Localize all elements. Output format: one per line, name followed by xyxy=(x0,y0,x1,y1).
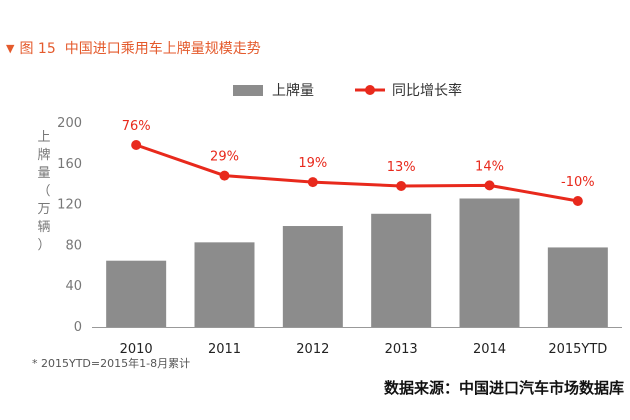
legend-line-label: 同比增长率 xyxy=(392,82,462,99)
legend-bar-label: 上牌量 xyxy=(272,82,314,99)
source-note: 数据来源：中国进口汽车市场数据库 xyxy=(383,379,624,397)
y-axis-label-char: 万 xyxy=(37,202,50,217)
y-axis-label-char: ） xyxy=(37,238,50,253)
x-tick-label: 2013 xyxy=(385,342,418,357)
figure-title-row: ▼ 图 15 中国进口乘用车上牌量规模走势 xyxy=(6,38,261,58)
legend-bar-swatch xyxy=(233,85,263,96)
bar-2012 xyxy=(282,226,343,327)
y-tick-label: 0 xyxy=(74,320,82,335)
bar-2010 xyxy=(106,260,167,327)
growth-rate-line xyxy=(135,143,579,203)
bar-2011 xyxy=(194,242,255,327)
y-tick-label: 120 xyxy=(57,198,82,213)
triangle-down-icon: ▼ xyxy=(6,41,15,55)
growth-rate-data-label: 13% xyxy=(387,160,416,175)
growth-rate-point-2012 xyxy=(307,177,318,188)
figure-title: 中国进口乘用车上牌量规模走势 xyxy=(64,41,261,57)
bar-2014 xyxy=(459,198,520,327)
growth-rate-data-label: 76% xyxy=(122,119,151,134)
x-tick-label: 2014 xyxy=(473,342,506,357)
y-tick-label: 80 xyxy=(65,238,82,253)
growth-rate-point-2013 xyxy=(396,181,407,192)
footnote: * 2015YTD=2015年1-8月累计 xyxy=(32,357,191,370)
bar-2013 xyxy=(371,213,432,327)
y-axis-label-char: 牌 xyxy=(37,147,50,163)
growth-rate-point-2011 xyxy=(219,170,230,181)
growth-rate-data-label: 19% xyxy=(298,156,327,171)
growth-rate-point-2010 xyxy=(131,140,142,150)
growth-rate-data-label: -10% xyxy=(561,175,595,190)
x-tick-label: 2015YTD xyxy=(548,342,607,357)
growth-rate-data-label: 29% xyxy=(210,150,239,165)
y-axis-label-char: 辆 xyxy=(37,220,50,235)
growth-rate-point-2014 xyxy=(484,180,495,191)
y-axis-label-char: 上 xyxy=(37,130,50,145)
legend-line-marker xyxy=(365,85,375,95)
y-tick-label: 160 xyxy=(57,157,82,172)
x-tick-label: 2011 xyxy=(208,342,241,357)
y-axis-label-char: 量 xyxy=(37,166,50,181)
growth-rate-data-label: 14% xyxy=(475,159,504,174)
y-tick-label: 40 xyxy=(65,279,82,294)
bar-2015YTD xyxy=(547,247,608,327)
growth-rate-point-2015YTD xyxy=(572,196,583,206)
x-tick-label: 2010 xyxy=(120,342,153,357)
x-tick-label: 2012 xyxy=(296,342,329,357)
y-axis-label-char: （ xyxy=(37,184,50,199)
y-tick-label: 200 xyxy=(57,116,82,131)
figure-number: 图 15 xyxy=(19,41,56,57)
